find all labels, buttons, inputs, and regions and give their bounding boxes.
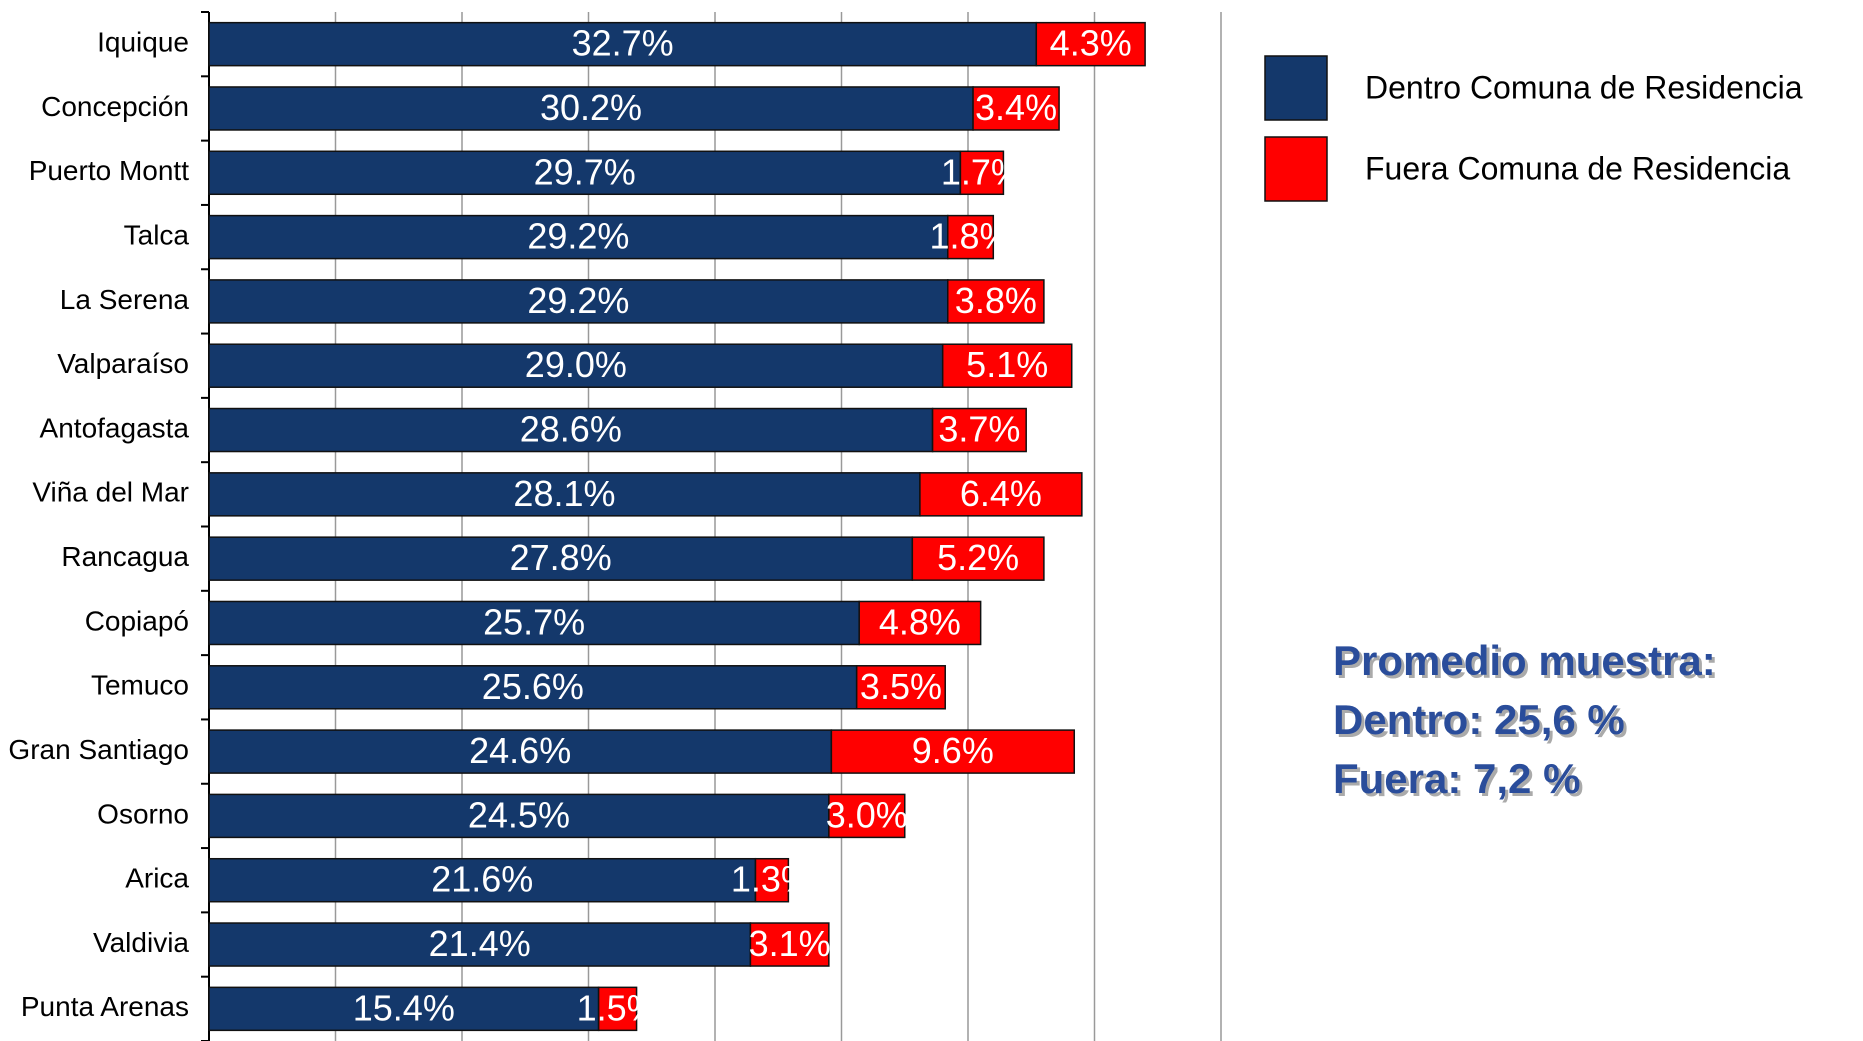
bar-segment	[749, 922, 830, 967]
legend-label: Fuera Comuna de Residencia	[1365, 150, 1790, 186]
bar-segment	[931, 407, 1027, 453]
value-label: 25.7%	[483, 601, 585, 642]
value-label: 1.7%	[941, 151, 1023, 192]
bar-segment	[959, 150, 1005, 196]
value-label: 3.8%	[955, 280, 1037, 321]
bar-segment	[597, 986, 638, 1032]
bar-segment	[208, 343, 944, 388]
value-label: 30.2%	[540, 87, 642, 128]
value-label: 6.4%	[960, 473, 1042, 514]
value-label: 9.6%	[912, 730, 994, 771]
value-label: 29.2%	[527, 280, 629, 321]
bar-segment	[208, 472, 921, 517]
bar-segment	[830, 729, 1076, 774]
bar-segment	[208, 986, 600, 1032]
bar-segment	[941, 343, 1073, 388]
value-label: 21.4%	[429, 923, 531, 964]
category-label: Punta Arenas	[21, 991, 189, 1022]
value-label: 1.5%	[577, 987, 659, 1028]
category-label: Gran Santiago	[8, 734, 189, 765]
bar-segment	[208, 793, 830, 839]
value-label: 1.8%	[929, 216, 1011, 257]
value-label: 3.4%	[975, 87, 1057, 128]
value-label: 3.7%	[938, 409, 1020, 450]
value-label: 4.3%	[1050, 23, 1132, 64]
annotation-shadow: Dentro: 25,6 %	[1336, 699, 1628, 746]
value-label: 4.8%	[879, 601, 961, 642]
bar-segment	[947, 279, 1045, 324]
annotation-shadow: Promedio muestra:	[1336, 640, 1719, 687]
value-label: 3.1%	[749, 923, 831, 964]
bar-segment	[208, 600, 860, 646]
value-label: 5.1%	[966, 344, 1048, 385]
bar-segment	[911, 536, 1045, 581]
category-label: Antofagasta	[40, 412, 190, 443]
legend-swatch	[1264, 55, 1328, 121]
value-label: 27.8%	[510, 537, 612, 578]
category-label: Osorno	[97, 798, 189, 829]
bar-segment	[1035, 21, 1146, 67]
bar-segment	[208, 21, 1038, 67]
bar-segment	[972, 86, 1060, 131]
category-label: Iquique	[97, 27, 189, 58]
bar-segment	[208, 922, 752, 967]
value-label: 32.7%	[572, 23, 674, 64]
value-label: 25.6%	[482, 666, 584, 707]
annotation: Fuera: 7,2 %	[1333, 755, 1580, 802]
value-label: 29.0%	[525, 344, 627, 385]
value-label: 3.5%	[860, 666, 942, 707]
category-label: Valparaíso	[57, 348, 189, 379]
value-label: 29.2%	[527, 216, 629, 257]
bar-segment	[947, 214, 995, 260]
value-label: 1.3%	[731, 859, 813, 900]
category-label: Rancagua	[61, 541, 189, 572]
value-label: 5.2%	[937, 537, 1019, 578]
category-label: Viña del Mar	[32, 477, 189, 508]
category-label: Valdivia	[93, 927, 189, 958]
bar-segment	[855, 665, 946, 710]
bar-segment	[208, 729, 833, 774]
annotation-shadow: Fuera: 7,2 %	[1336, 758, 1583, 805]
value-label: 28.1%	[513, 473, 615, 514]
category-label: Arica	[125, 863, 189, 894]
value-label: 28.6%	[520, 409, 622, 450]
value-label: 3.0%	[826, 794, 908, 835]
value-label: 29.7%	[534, 151, 636, 192]
value-label: 24.5%	[468, 794, 570, 835]
bar-segment	[208, 536, 914, 581]
bar-segment	[754, 857, 790, 903]
bar-segment	[858, 600, 982, 646]
value-label: 15.4%	[353, 987, 455, 1028]
bar-segment	[208, 214, 949, 260]
bar-segment	[208, 665, 858, 710]
legend-label: Dentro Comuna de Residencia	[1365, 69, 1803, 105]
bar-segment	[208, 86, 974, 131]
value-label: 21.6%	[431, 859, 533, 900]
category-label: Talca	[124, 219, 190, 250]
category-label: Temuco	[91, 670, 189, 701]
value-label: 24.6%	[469, 730, 571, 771]
category-label: Concepción	[41, 91, 189, 122]
category-label: La Serena	[60, 284, 190, 315]
bar-segment	[919, 472, 1083, 517]
annotation: Dentro: 25,6 %	[1333, 696, 1625, 743]
bar-segment	[828, 793, 906, 839]
category-label: Puerto Montt	[29, 155, 190, 186]
category-label: Copiapó	[85, 605, 189, 636]
bar-segment	[208, 407, 934, 453]
legend-swatch	[1264, 136, 1328, 202]
annotation: Promedio muestra:	[1333, 637, 1716, 684]
